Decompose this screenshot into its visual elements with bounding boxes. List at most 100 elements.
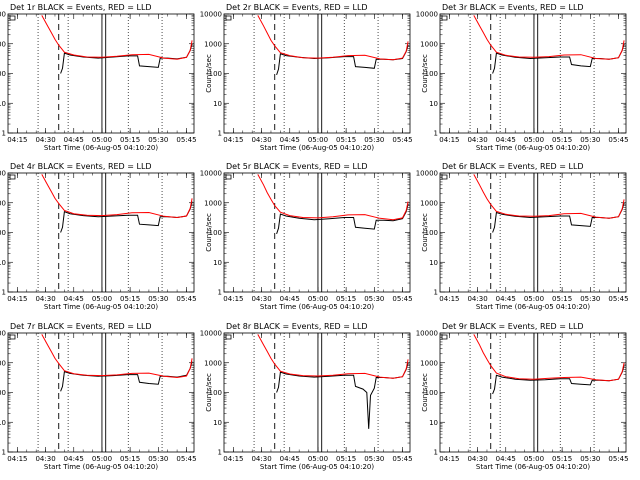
y-tick-label: 1 (434, 289, 438, 297)
x-tick-label: 04:15 (223, 455, 243, 463)
x-tick-label: 04:45 (496, 455, 516, 463)
corner-marker (441, 334, 448, 340)
y-tick-label: 100 (425, 389, 438, 397)
x-tick-label: 04:30 (35, 295, 55, 303)
x-tick-label: 05:30 (580, 136, 600, 144)
x-tick-label: 05:30 (148, 136, 168, 144)
x-tick-label: 04:45 (496, 136, 516, 144)
y-tick-label: 10000 (200, 11, 222, 19)
x-tick-label: 05:30 (364, 455, 384, 463)
x-tick-label: 05:45 (392, 136, 412, 144)
series-lld-line (473, 334, 625, 382)
x-axis-label: Start Time (06-Aug-05 04:10:20) (44, 303, 158, 311)
x-tick-label: 05:45 (608, 455, 628, 463)
panel-title: Det 5r BLACK = Events, RED = LLD (226, 162, 368, 171)
y-tick-label: 1 (434, 130, 438, 138)
x-tick-label: 05:00 (92, 455, 112, 463)
y-tick-label: 1 (2, 130, 6, 138)
y-tick-label: 1 (218, 130, 222, 138)
y-tick-label: 100 (209, 70, 222, 78)
x-tick-label: 05:30 (148, 295, 168, 303)
x-tick-label: 05:15 (120, 136, 140, 144)
y-tick-label: 100 (209, 229, 222, 237)
y-tick-label: 100 (209, 389, 222, 397)
series-lld-line (473, 15, 625, 60)
x-tick-label: 04:45 (280, 455, 300, 463)
x-tick-label: 05:45 (176, 136, 196, 144)
panel-title: Det 1r BLACK = Events, RED = LLD (10, 3, 152, 12)
y-tick-label: 1000 (0, 40, 6, 48)
y-axis-label: Counts/sec (421, 54, 429, 93)
y-tick-label: 1 (2, 449, 6, 457)
corner-marker (441, 15, 448, 21)
y-tick-label: 10000 (416, 330, 438, 338)
detector-panel-7: Det 7r BLACK = Events, RED = LLD 1 10 100 10… (0, 322, 197, 471)
x-tick-label: 05:00 (524, 295, 544, 303)
y-axis-label: Counts/sec (421, 213, 429, 252)
corner-marker (225, 174, 232, 180)
x-tick-label: 05:00 (92, 295, 112, 303)
x-tick-label: 05:30 (580, 295, 600, 303)
detector-panel-3: Det 3r BLACK = Events, RED = LLD 1 10 100 10… (416, 3, 629, 152)
y-tick-label: 1 (218, 449, 222, 457)
series-lld-line (41, 334, 193, 379)
x-axis-label: Start Time (06-Aug-05 04:10:20) (44, 144, 158, 152)
y-tick-label: 100 (0, 389, 6, 397)
y-tick-label: 10 (0, 100, 6, 108)
x-axis-label: Start Time (06-Aug-05 04:10:20) (44, 463, 158, 471)
x-tick-label: 04:30 (467, 136, 487, 144)
panel-title: Det 4r BLACK = Events, RED = LLD (10, 162, 152, 171)
y-tick-label: 10 (429, 100, 438, 108)
x-tick-label: 04:45 (64, 455, 84, 463)
detector-panel-9: Det 9r BLACK = Events, RED = LLD 1 10 100 10… (416, 322, 629, 471)
x-tick-label: 04:45 (64, 295, 84, 303)
x-tick-label: 04:30 (467, 295, 487, 303)
x-tick-label: 04:15 (439, 136, 459, 144)
y-tick-label: 10 (213, 100, 222, 108)
panel-title: Det 8r BLACK = Events, RED = LLD (226, 322, 368, 331)
x-tick-label: 05:00 (524, 455, 544, 463)
x-tick-label: 05:15 (336, 455, 356, 463)
x-tick-label: 04:15 (223, 136, 243, 144)
x-axis-label: Start Time (06-Aug-05 04:10:20) (476, 463, 590, 471)
y-tick-label: 1000 (0, 199, 6, 207)
panel-title: Det 2r BLACK = Events, RED = LLD (226, 3, 368, 12)
x-tick-label: 05:30 (148, 455, 168, 463)
y-tick-label: 10000 (200, 330, 222, 338)
detector-panel-4: Det 4r BLACK = Events, RED = LLD 1 10 100 10… (0, 162, 197, 311)
series-events-line (276, 203, 409, 235)
y-tick-label: 10000 (200, 170, 222, 178)
x-tick-label: 05:00 (524, 136, 544, 144)
x-axis-label: Start Time (06-Aug-05 04:10:20) (476, 144, 590, 152)
x-tick-label: 04:30 (467, 455, 487, 463)
x-tick-label: 04:15 (7, 455, 27, 463)
detector-panel-2: Det 2r BLACK = Events, RED = LLD 1 10 100 10… (200, 3, 413, 152)
series-lld-line (41, 15, 193, 60)
corner-marker (225, 15, 232, 21)
y-tick-label: 1 (218, 289, 222, 297)
x-tick-label: 05:00 (308, 136, 328, 144)
x-tick-label: 05:15 (336, 295, 356, 303)
x-tick-label: 04:15 (439, 455, 459, 463)
x-tick-label: 05:15 (552, 295, 572, 303)
y-axis-label: Counts/sec (205, 213, 213, 252)
x-tick-label: 04:30 (251, 136, 271, 144)
y-tick-label: 1000 (420, 199, 438, 207)
y-tick-label: 10 (429, 259, 438, 267)
x-tick-label: 05:00 (92, 136, 112, 144)
panel-title: Det 6r BLACK = Events, RED = LLD (442, 162, 584, 171)
y-tick-label: 100 (425, 229, 438, 237)
y-tick-label: 100 (425, 70, 438, 78)
panel-title: Det 7r BLACK = Events, RED = LLD (10, 322, 152, 331)
series-lld-line (257, 15, 409, 61)
x-tick-label: 05:45 (608, 295, 628, 303)
y-axis-label: Counts/sec (205, 373, 213, 412)
x-tick-label: 04:30 (251, 455, 271, 463)
x-tick-label: 05:30 (580, 455, 600, 463)
x-tick-label: 04:45 (280, 136, 300, 144)
x-axis-label: Start Time (06-Aug-05 04:10:20) (476, 303, 590, 311)
x-tick-label: 05:15 (552, 136, 572, 144)
y-tick-label: 1000 (204, 199, 222, 207)
x-tick-label: 05:15 (336, 136, 356, 144)
